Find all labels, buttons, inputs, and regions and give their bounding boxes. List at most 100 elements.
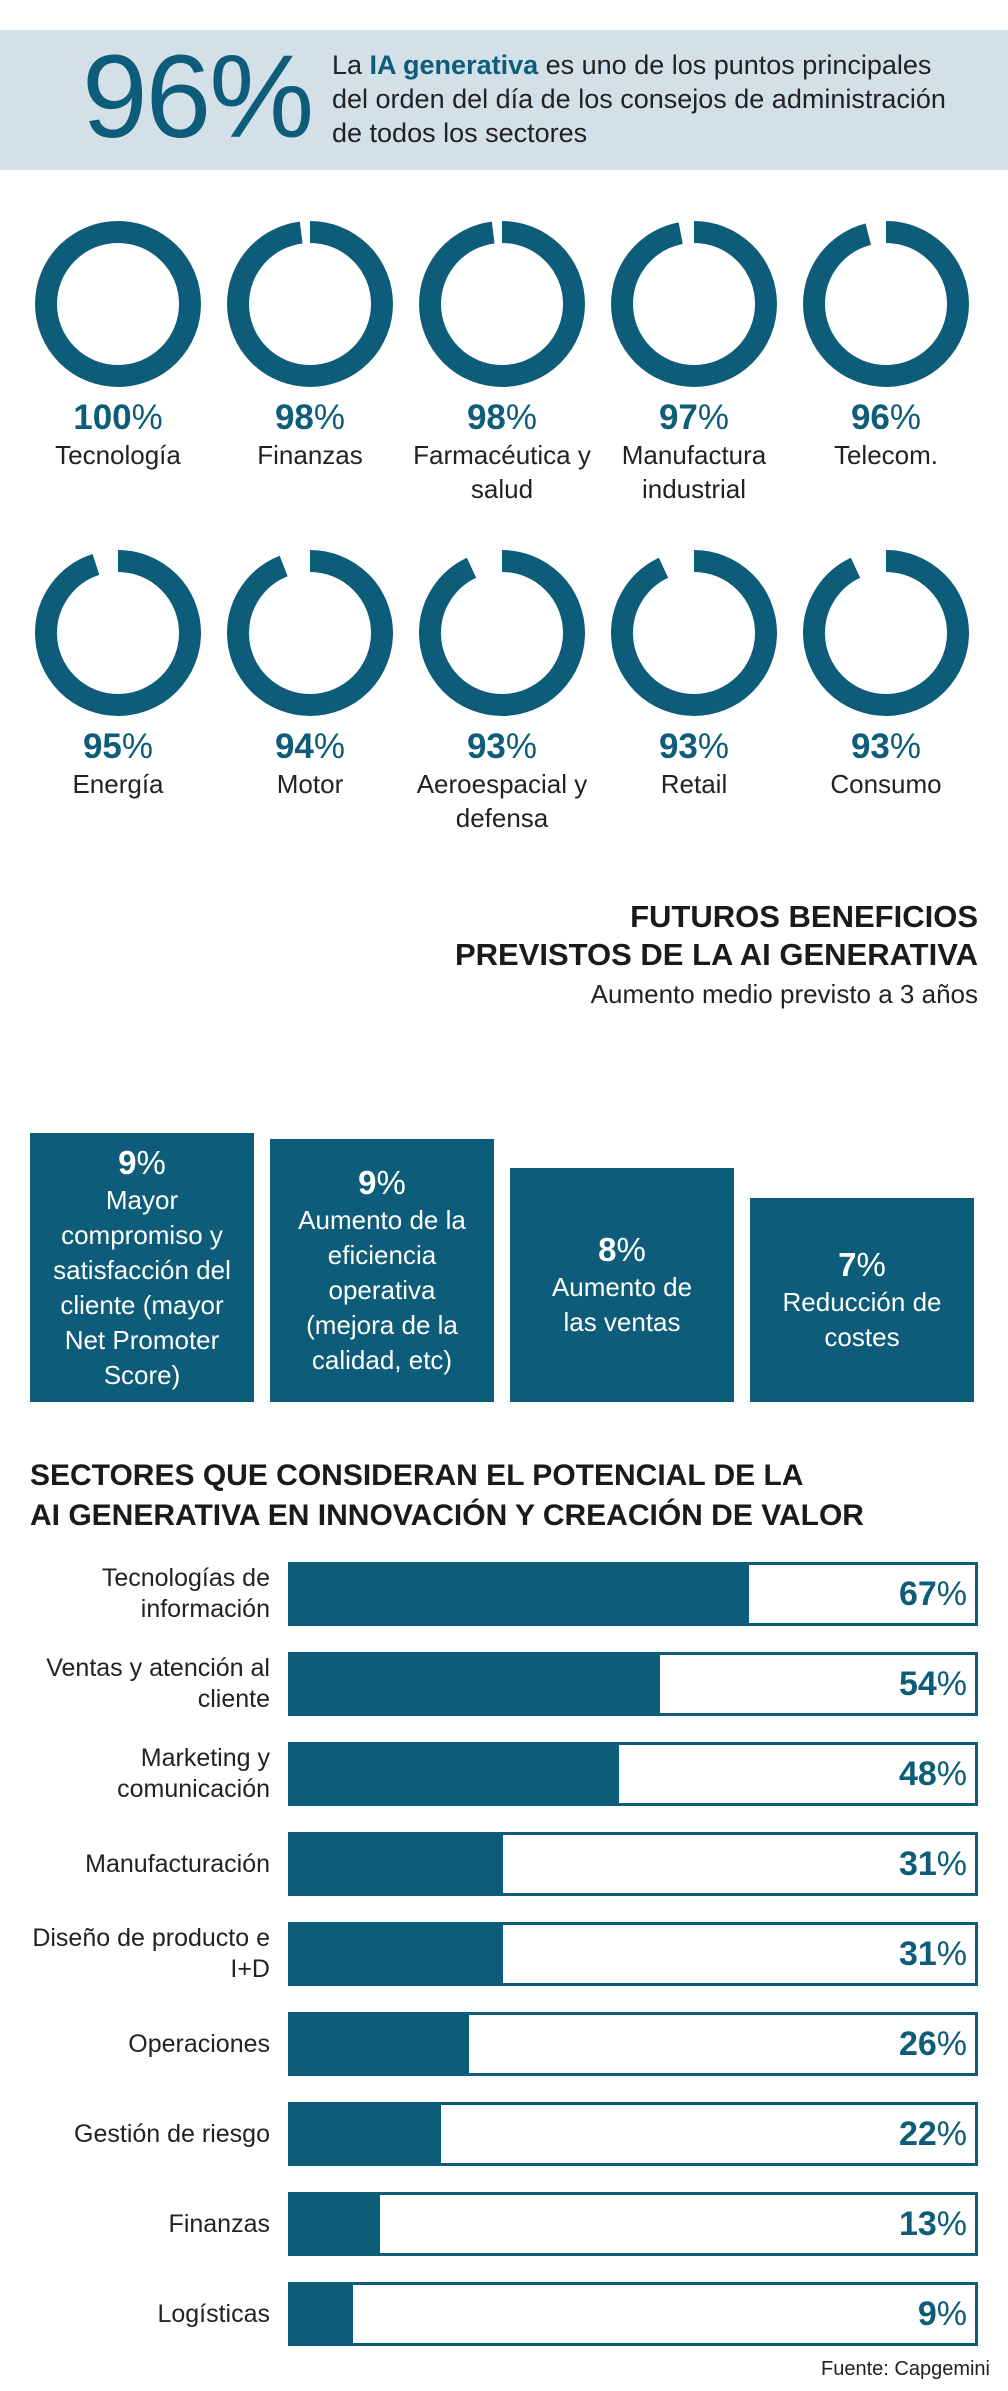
donut-item: 95% Energía	[22, 545, 214, 801]
benefit-label: Mayor compromiso y satisfacción del clie…	[53, 1184, 231, 1390]
donut-label: Manufactura industrial	[621, 440, 767, 504]
benefit-value-number: 9	[118, 1143, 137, 1181]
donut-chart	[35, 221, 201, 387]
benefits-title-line: PREVISTOS DE LA AI GENERATIVA	[454, 937, 978, 972]
benefit-value: 9%	[118, 1143, 166, 1183]
donut-label: Motor	[276, 769, 344, 799]
benefit-value: 8%	[598, 1230, 646, 1270]
benefit-bar: 9% Aumento de la eficiencia operativa (me…	[270, 1139, 494, 1402]
donut-item: 93% Consumo	[790, 545, 982, 801]
sector-label: Manufacturación	[85, 1849, 270, 1878]
donut-arc	[419, 550, 585, 716]
sector-value: 22%	[899, 2105, 967, 2163]
sector-bar-track: 9%	[288, 2282, 978, 2346]
donut-value: 98%	[406, 398, 598, 438]
sector-label: Gestión de riesgo	[74, 2119, 270, 2148]
donut-label: Tecnología	[55, 440, 181, 470]
donut-value: 93%	[598, 727, 790, 767]
donut-chart	[227, 221, 393, 387]
sector-row: Gestión de riesgo 22%	[0, 2102, 1008, 2166]
donut-chart	[419, 550, 585, 716]
donut-value-number: 94	[274, 727, 314, 766]
sector-value: 48%	[899, 1745, 967, 1803]
benefit-bar: 8% Aumento de las ventas	[510, 1168, 734, 1402]
sector-value-unit: %	[936, 2024, 967, 2063]
sectors-title-line: AI GENERATIVA EN INNOVACIÓN Y CREACIÓN D…	[30, 1499, 864, 1532]
donut-label: Finanzas	[257, 440, 363, 470]
donut-item: 94% Motor	[214, 545, 406, 801]
sector-bar-track: 31%	[288, 1832, 978, 1896]
sector-value-unit: %	[936, 1934, 967, 1973]
sectors-title-line: SECTORES QUE CONSIDERAN EL POTENCIAL DE …	[30, 1459, 804, 1492]
sector-row: Tecnologías de información 67%	[0, 1562, 1008, 1626]
sector-value: 31%	[899, 1925, 967, 1983]
sector-value: 26%	[899, 2015, 967, 2073]
donut-arc	[611, 221, 777, 387]
sector-label: Diseño de producto e I+D	[32, 1924, 270, 1983]
sector-bar	[291, 1655, 661, 1713]
donut-chart	[35, 550, 201, 716]
donut-value-unit: %	[313, 398, 346, 437]
donut-label: Consumo	[830, 769, 942, 799]
sector-row: Logísticas 9%	[0, 2282, 1008, 2346]
sector-bar	[291, 2285, 353, 2343]
sector-value-number: 31	[898, 1844, 937, 1883]
benefit-value-unit: %	[376, 1164, 406, 1202]
donut-value-number: 95	[82, 727, 122, 766]
donut-arc	[35, 221, 201, 387]
sector-value-unit: %	[936, 1844, 967, 1883]
donut-item: 93% Aeroespacial y defensa	[406, 545, 598, 835]
benefit-bar: 9% Mayor compromiso y satisfacción del cl…	[30, 1133, 254, 1402]
donut-label: Aeroespacial y defensa	[416, 769, 588, 833]
donut-value-unit: %	[697, 398, 730, 437]
donut-chart	[611, 550, 777, 716]
benefit-value: 7%	[838, 1245, 886, 1285]
benefit-value: 9%	[358, 1163, 406, 1203]
donut-value-unit: %	[121, 727, 154, 766]
sector-value-number: 22	[898, 2114, 937, 2153]
donut-value-number: 93	[466, 727, 506, 766]
sectors-title: SECTORES QUE CONSIDERAN EL POTENCIAL DE …	[30, 1456, 864, 1536]
sector-value-number: 13	[898, 2204, 937, 2243]
sector-bar-track: 67%	[288, 1562, 978, 1626]
sector-bar-track: 54%	[288, 1652, 978, 1716]
donut-value: 95%	[22, 727, 214, 767]
sector-bar	[291, 2105, 442, 2163]
donut-item: 98% Finanzas	[214, 216, 406, 472]
benefit-label: Aumento de las ventas	[551, 1272, 693, 1338]
sector-bar	[291, 1745, 620, 1803]
sector-row: Marketing y comunicación 48%	[0, 1742, 1008, 1806]
donut-label: Retail	[660, 769, 728, 799]
sector-bar	[291, 1565, 750, 1623]
donut-value: 96%	[790, 398, 982, 438]
donut-value-number: 98	[274, 398, 314, 437]
donut-chart	[611, 221, 777, 387]
sector-row: Ventas y atención al cliente 54%	[0, 1652, 1008, 1716]
donut-value: 100%	[22, 398, 214, 438]
benefit-value-unit: %	[616, 1231, 646, 1269]
sector-label: Marketing y comunicación	[117, 1744, 270, 1803]
sector-bar-track: 22%	[288, 2102, 978, 2166]
sector-value-number: 31	[898, 1934, 937, 1973]
sector-value-unit: %	[936, 2114, 967, 2153]
sector-value-unit: %	[936, 2294, 967, 2333]
benefit-label: Reducción de costes	[782, 1286, 942, 1352]
sector-value-unit: %	[936, 1664, 967, 1703]
sector-bar-track: 31%	[288, 1922, 978, 1986]
benefits-title-line: FUTUROS BENEFICIOS	[630, 899, 978, 934]
sector-bar	[291, 1835, 504, 1893]
donut-value: 94%	[214, 727, 406, 767]
benefit-value-number: 8	[598, 1231, 617, 1269]
benefits-title: FUTUROS BENEFICIOS PREVISTOS DE LA AI GE…	[455, 898, 978, 974]
donut-arc	[803, 550, 969, 716]
sector-label: Logísticas	[157, 2299, 270, 2328]
sector-bar	[291, 1925, 504, 1983]
benefit-value-unit: %	[856, 1245, 886, 1283]
sector-label: Ventas y atención al cliente	[46, 1654, 270, 1713]
headline-stat: 96%	[82, 31, 314, 163]
headline-text: La IA generativa es uno de los puntos pr…	[332, 48, 972, 150]
donut-arc	[35, 550, 201, 716]
donut-value-unit: %	[697, 727, 730, 766]
sector-row: Operaciones 26%	[0, 2012, 1008, 2076]
donut-chart	[803, 221, 969, 387]
